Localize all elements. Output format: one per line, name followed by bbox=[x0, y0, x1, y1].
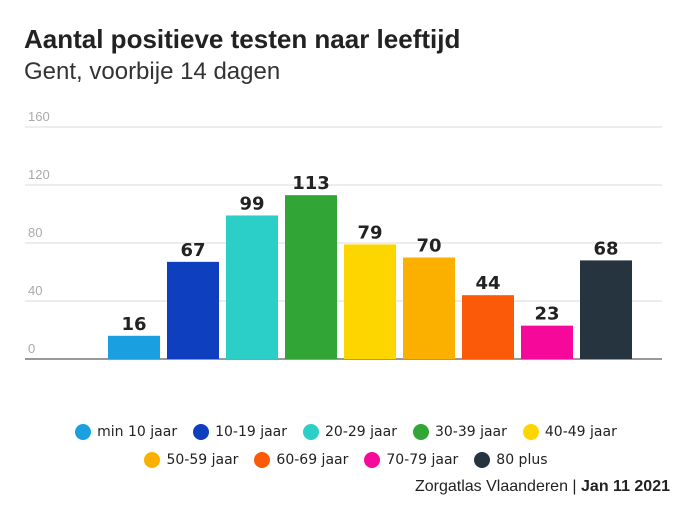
data-label: 16 bbox=[121, 314, 146, 335]
data-label: 70 bbox=[416, 236, 441, 257]
chart-legend: min 10 jaar 10-19 jaar 20-29 jaar 30-39 jaa… bbox=[0, 418, 692, 474]
legend-label: 80 plus bbox=[496, 452, 548, 468]
legend-label: 50-59 jaar bbox=[166, 452, 239, 468]
bar-10-19-jaar bbox=[167, 261, 219, 359]
source-date: Jan 11 2021 bbox=[581, 478, 670, 495]
legend-swatch bbox=[303, 424, 320, 440]
legend-item[interactable]: 60-69 jaar bbox=[254, 452, 348, 468]
y-tick-label: 40 bbox=[28, 283, 42, 298]
y-tick-label: 160 bbox=[28, 109, 50, 124]
legend-item[interactable]: 30-39 jaar bbox=[412, 424, 507, 440]
legend-swatch bbox=[193, 424, 210, 440]
bar-min-10-jaar bbox=[108, 335, 160, 359]
legend-item[interactable]: 10-19 jaar bbox=[193, 424, 287, 440]
bar-80-plus bbox=[580, 260, 632, 359]
source-separator: | bbox=[572, 478, 577, 495]
legend-swatch bbox=[144, 452, 161, 468]
data-label: 99 bbox=[239, 193, 264, 214]
legend-row: min 10 jaar 10-19 jaar 20-29 jaar 30-39 jaa… bbox=[0, 418, 692, 446]
legend-item[interactable]: 20-29 jaar bbox=[303, 424, 397, 440]
data-label: 68 bbox=[593, 238, 618, 259]
data-label: 67 bbox=[180, 240, 205, 261]
bar-40-49-jaar bbox=[344, 244, 396, 359]
bar-chart: 0 40 80 120 160 16 67 99 113 79 70 44 23 68 bbox=[25, 109, 662, 360]
y-tick-label: 120 bbox=[28, 167, 50, 182]
y-tick-label: 0 bbox=[28, 341, 35, 356]
legend-item[interactable]: min 10 jaar bbox=[75, 424, 177, 440]
data-label: 44 bbox=[475, 273, 500, 294]
bar-20-29-jaar bbox=[226, 215, 278, 359]
legend-item[interactable]: 70-79 jaar bbox=[364, 452, 458, 468]
chart-title: Aantal positieve testen naar leeftijd bbox=[24, 24, 461, 54]
legend-item[interactable]: 50-59 jaar bbox=[144, 452, 238, 468]
bar-60-69-jaar bbox=[462, 295, 514, 359]
legend-label: 20-29 jaar bbox=[325, 424, 397, 440]
bar-70-79-jaar bbox=[521, 325, 573, 359]
legend-label: 30-39 jaar bbox=[434, 424, 507, 440]
legend-swatch bbox=[364, 452, 381, 468]
data-label: 23 bbox=[534, 304, 559, 325]
legend-swatch bbox=[75, 424, 92, 440]
legend-label: 10-19 jaar bbox=[215, 424, 288, 440]
data-label: 113 bbox=[292, 173, 330, 194]
legend-swatch bbox=[412, 424, 429, 440]
data-label: 79 bbox=[357, 222, 382, 243]
legend-row: 50-59 jaar 60-69 jaar 70-79 jaar 80 plus bbox=[0, 446, 692, 474]
bar-30-39-jaar bbox=[285, 195, 337, 359]
y-tick-label: 80 bbox=[28, 225, 42, 240]
legend-label: min 10 jaar bbox=[97, 424, 178, 440]
chart-subtitle: Gent, voorbije 14 dagen bbox=[24, 58, 281, 85]
source-name: Zorgatlas Vlaanderen bbox=[414, 478, 568, 495]
bar-50-59-jaar bbox=[403, 257, 455, 359]
legend-item[interactable]: 40-49 jaar bbox=[522, 424, 617, 440]
legend-swatch bbox=[474, 452, 491, 468]
legend-swatch bbox=[522, 424, 539, 440]
legend-label: 60-69 jaar bbox=[276, 452, 349, 468]
source-credit: Zorgatlas Vlaanderen | Jan 11 2021 bbox=[415, 478, 670, 496]
legend-label: 40-49 jaar bbox=[544, 424, 617, 440]
legend-label: 70-79 jaar bbox=[386, 452, 459, 468]
legend-item[interactable]: 80 plus bbox=[474, 452, 548, 468]
legend-swatch bbox=[254, 452, 271, 468]
